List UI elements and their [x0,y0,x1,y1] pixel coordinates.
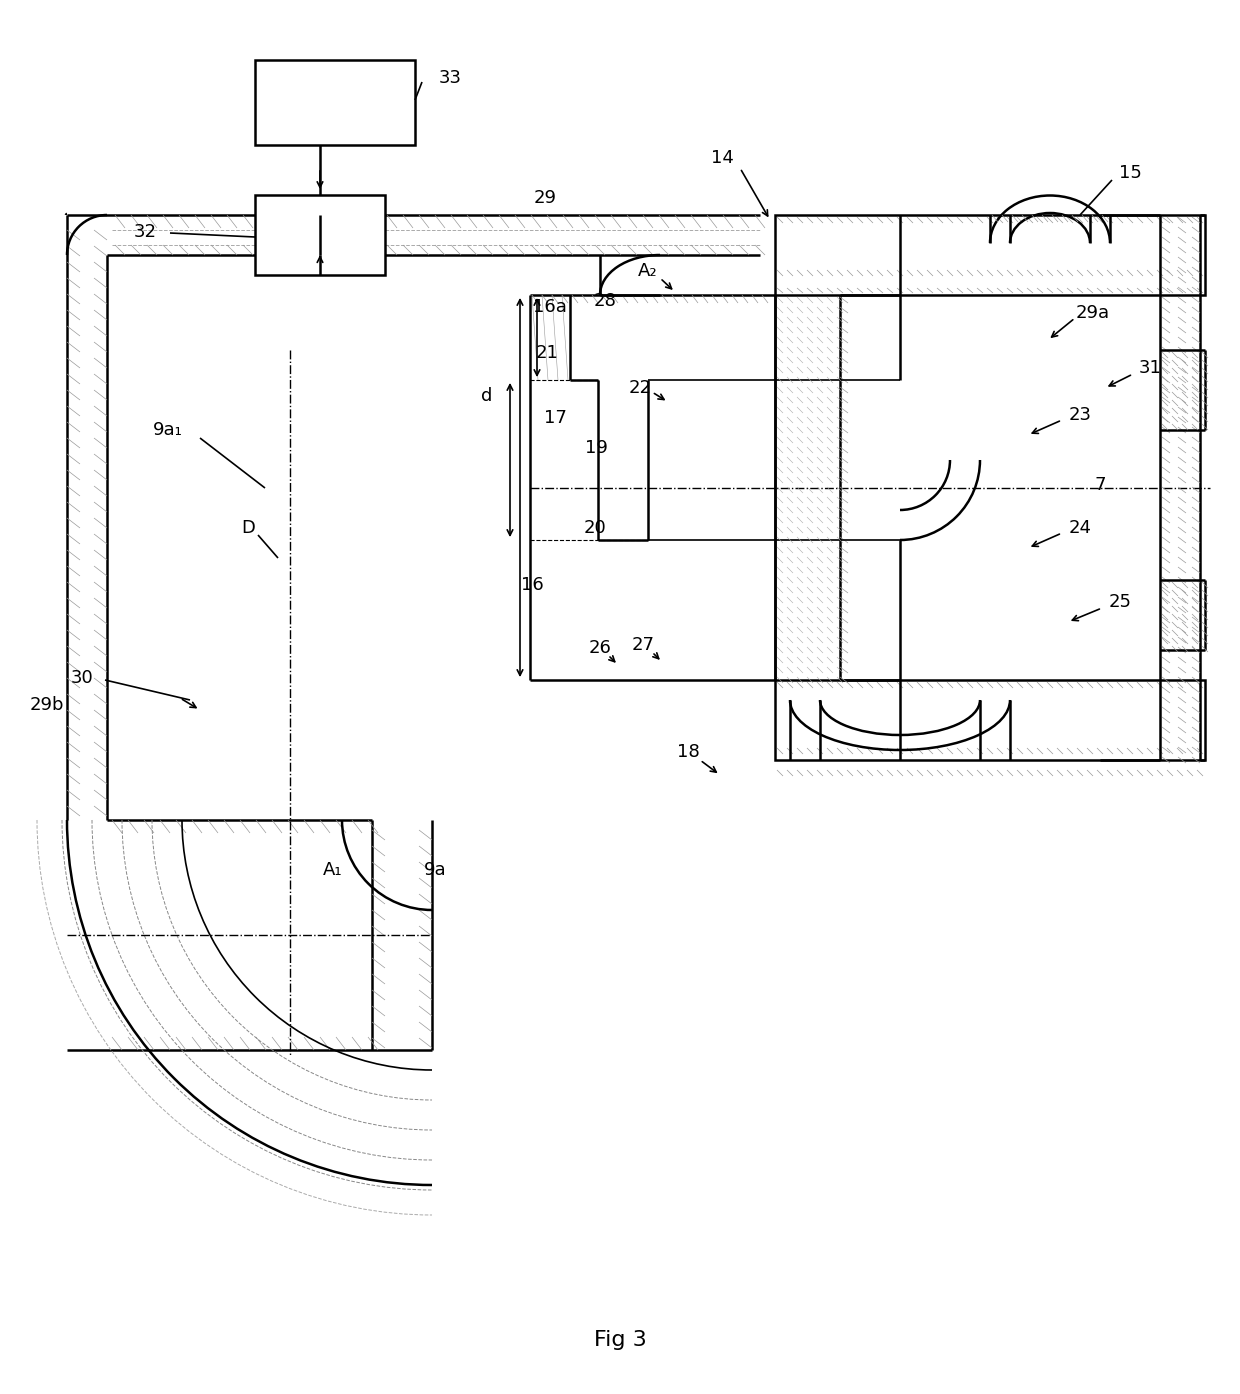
Text: 24: 24 [1069,519,1091,537]
Text: 19: 19 [584,439,608,457]
Text: 9a: 9a [424,861,446,880]
Bar [775,680,1205,760]
Bar [775,215,1205,296]
Text: 14: 14 [711,149,733,167]
Text: 29b: 29b [30,696,64,714]
Text: 33: 33 [439,68,461,86]
Bar [255,60,415,145]
Text: 15: 15 [1118,164,1142,183]
Text: 16a: 16a [533,298,567,316]
Text: 25: 25 [1109,592,1131,611]
Text: d: d [481,388,492,406]
Text: 22: 22 [629,379,651,397]
Text: 9a₁: 9a₁ [153,421,184,439]
Text: 30: 30 [71,669,93,687]
Text: A₂: A₂ [639,262,657,280]
Text: D: D [241,519,255,537]
Text: 32: 32 [134,223,156,241]
Text: A₁: A₁ [324,861,342,880]
Bar [255,195,384,275]
Text: 18: 18 [677,743,699,761]
Text: 16: 16 [521,576,543,594]
Text: 21: 21 [536,344,558,362]
Text: 23: 23 [1069,406,1091,424]
Text: 29a: 29a [1076,304,1110,322]
Text: 20: 20 [584,519,606,537]
Text: 17: 17 [543,408,567,427]
Text: Fig 3: Fig 3 [594,1330,646,1349]
Text: 29: 29 [533,190,557,206]
Text: 26: 26 [589,638,611,657]
Text: 28: 28 [594,291,616,309]
Text: 31: 31 [1138,360,1162,376]
Text: 7: 7 [1094,475,1106,493]
Text: 27: 27 [631,636,655,654]
